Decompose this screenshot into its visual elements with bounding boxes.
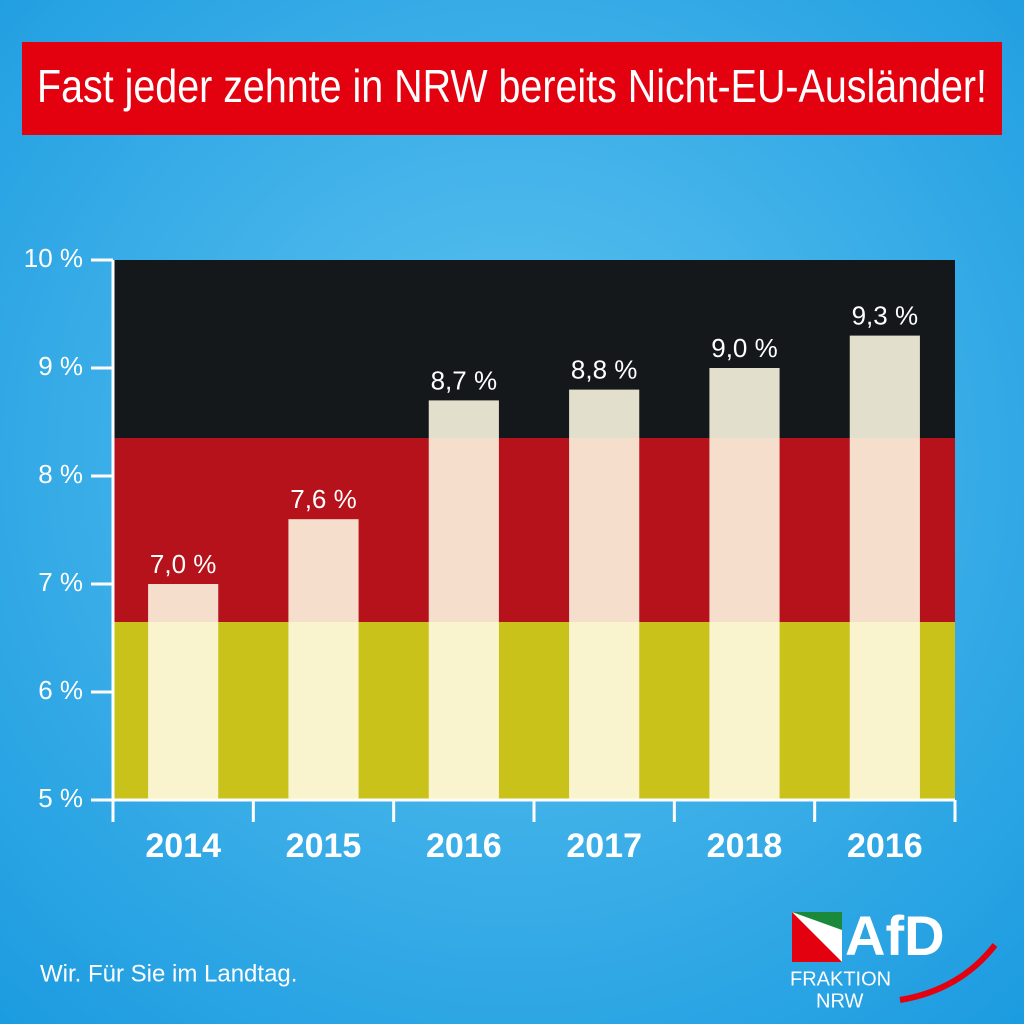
- bar: [428, 400, 499, 800]
- bar: [148, 584, 219, 800]
- logo-arrow: [899, 943, 998, 1003]
- bar: [849, 335, 920, 800]
- logo-line2: NRW: [816, 990, 864, 1012]
- x-tick-label: 2018: [707, 827, 783, 865]
- value-label: 9,3 %: [852, 300, 919, 330]
- y-tick-label: 10 %: [24, 243, 83, 273]
- y-tick-label: 6 %: [38, 675, 83, 705]
- value-label: 9,0 %: [711, 333, 778, 363]
- flag-black: [113, 260, 955, 438]
- x-tick-label: 2016: [847, 827, 923, 865]
- x-tick-label: 2015: [286, 827, 362, 865]
- bar: [569, 389, 640, 800]
- x-tick-label: 2014: [145, 827, 221, 865]
- value-label: 7,6 %: [290, 484, 357, 514]
- y-tick-label: 5 %: [38, 783, 83, 813]
- logo-emblem-red: [792, 912, 842, 962]
- value-label: 8,8 %: [571, 354, 638, 384]
- value-label: 8,7 %: [431, 365, 498, 395]
- y-tick-label: 7 %: [38, 567, 83, 597]
- flag-red: [113, 438, 955, 622]
- logo-emblem-green: [792, 912, 842, 930]
- logo-name: AfD: [845, 904, 945, 967]
- logo-line1: FRAKTION: [790, 968, 891, 990]
- x-tick-label: 2016: [426, 827, 502, 865]
- x-tick-label: 2017: [566, 827, 642, 865]
- bar: [709, 368, 780, 800]
- value-label: 7,0 %: [150, 549, 217, 579]
- title-banner: [22, 42, 1002, 135]
- logo: AfD FRAKTION NRW: [790, 904, 998, 1012]
- y-tick-label: 9 %: [38, 351, 83, 381]
- footer: Wir. Für Sie im Landtag.: [40, 960, 297, 987]
- bar: [288, 519, 359, 800]
- flag-yellow: [113, 622, 955, 800]
- y-tick-label: 8 %: [38, 459, 83, 489]
- chart-title: Fast jeder zehnte in NRW bereits Nicht-E…: [37, 60, 987, 112]
